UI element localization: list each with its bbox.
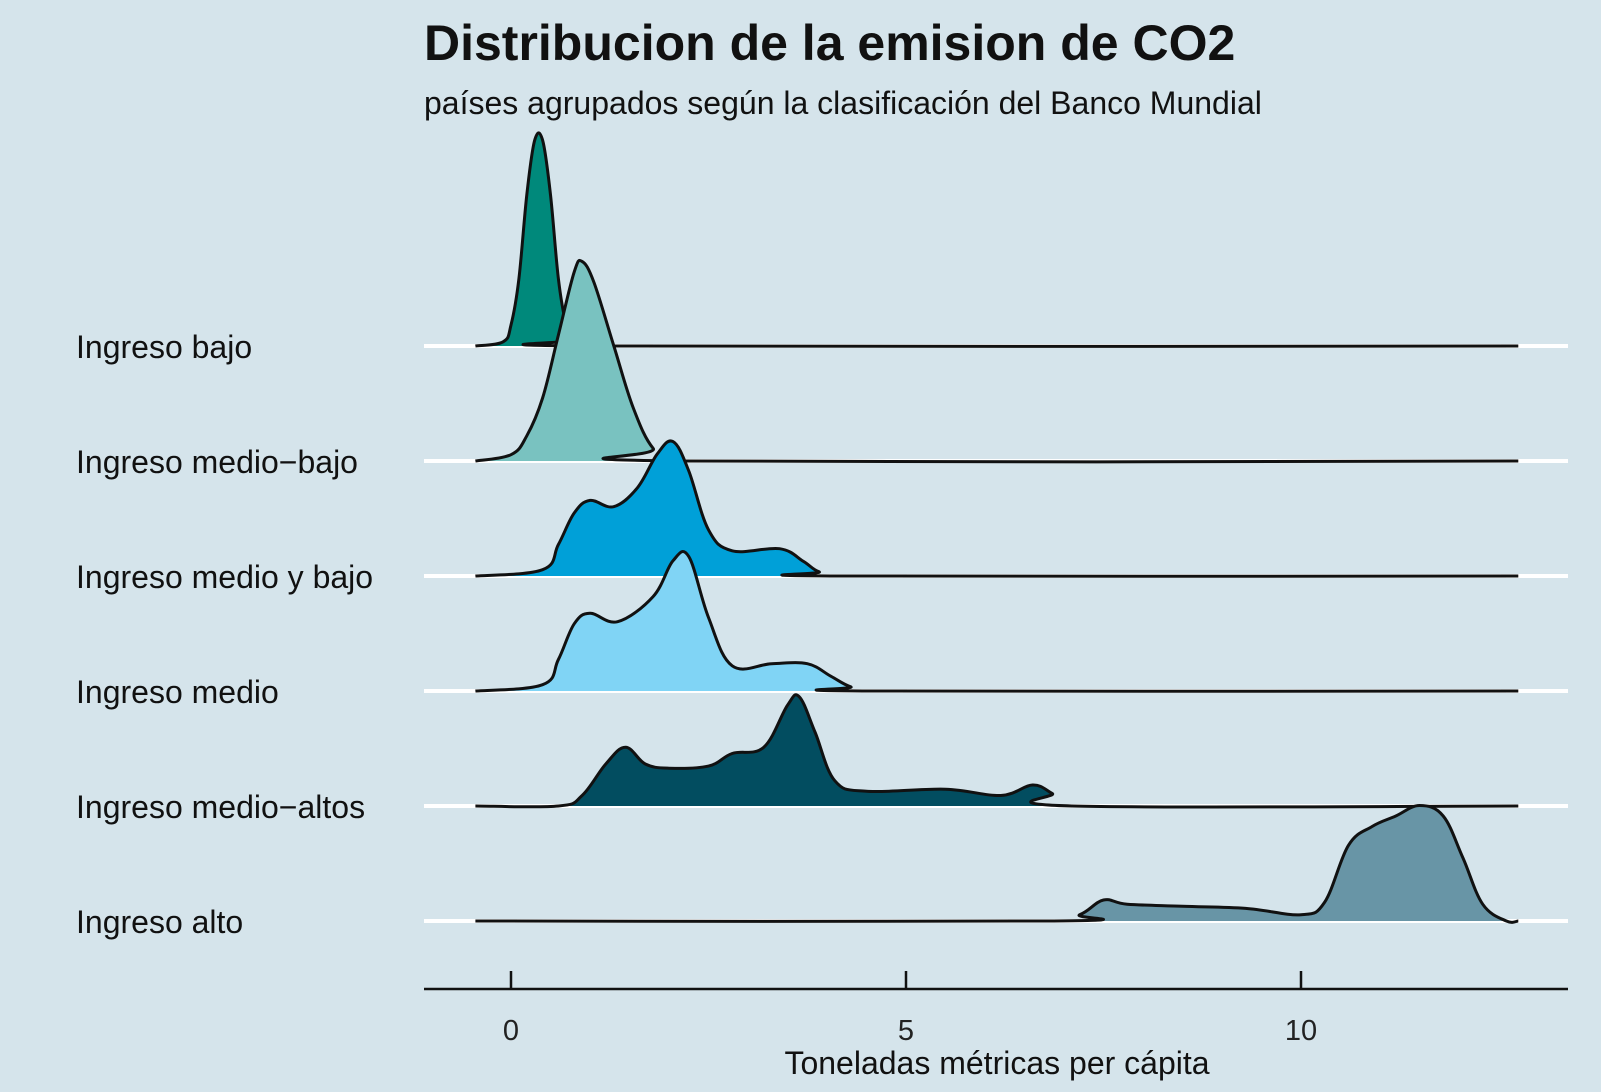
ridge-ingreso-alto [424, 804, 1568, 924]
density-line [475, 693, 1519, 809]
x-tick-label: 5 [898, 1015, 914, 1047]
category-label: Ingreso medio [76, 674, 279, 710]
ridge-ingreso-medio-bajo [424, 258, 1568, 464]
density-line [475, 131, 1519, 348]
category-label: Ingreso medio−bajo [76, 444, 358, 480]
density-line [475, 439, 1519, 578]
ridge-ingreso-medio [424, 550, 1568, 693]
density-area [475, 132, 1519, 347]
density-line [475, 258, 1519, 464]
density-area [475, 694, 1519, 808]
density-line [475, 550, 1519, 693]
ridge-ingreso-medio-y-bajo [424, 439, 1568, 578]
chart-subtitle: países agrupados según la clasificación … [424, 85, 1262, 121]
density-area [475, 440, 1519, 577]
category-label: Ingreso medio y bajo [76, 559, 373, 595]
ridge-ingreso-medio-altos [424, 693, 1568, 809]
x-tick-label: 0 [503, 1015, 519, 1047]
category-label: Ingreso medio−altos [76, 789, 365, 825]
chart-title: Distribucion de la emision de CO2 [424, 15, 1235, 71]
category-label: Ingreso bajo [76, 329, 252, 365]
x-axis-title: Toneladas métricas per cápita [784, 1045, 1209, 1081]
density-area [475, 805, 1519, 923]
density-area [475, 260, 1519, 463]
x-tick-label: 10 [1285, 1015, 1317, 1047]
x-axis: 0 5 10 [424, 971, 1568, 1047]
category-label: Ingreso alto [76, 904, 243, 940]
density-area [475, 551, 1519, 692]
density-line [475, 804, 1519, 924]
ridges [424, 131, 1568, 924]
